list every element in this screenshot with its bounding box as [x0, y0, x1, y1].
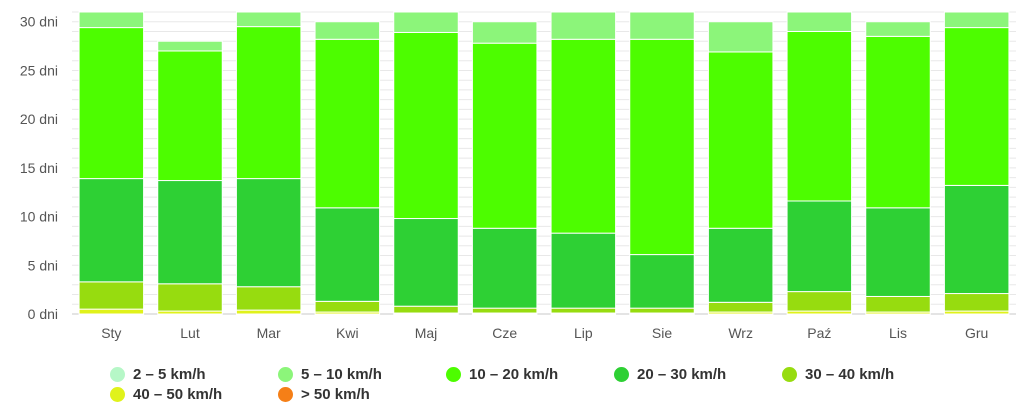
bar-segment[interactable]	[943, 184, 1010, 295]
bar-segment[interactable]	[943, 27, 1010, 186]
bar-segment[interactable]	[550, 11, 617, 40]
legend-swatch	[782, 367, 797, 382]
x-tick-label: Kwi	[336, 325, 359, 341]
bar-segment[interactable]	[943, 293, 1010, 312]
grid-lines	[72, 11, 1016, 315]
legend-label: 40 – 50 km/h	[133, 386, 223, 403]
bar-segment[interactable]	[865, 295, 931, 313]
bar-segment[interactable]	[707, 227, 774, 303]
chart-canvas: 0 dni 5 dni 10 dni 15 dni 20 dni 25 dni 30 dni…	[20, 11, 1016, 341]
legend-label: 2 – 5 km/h	[133, 366, 206, 383]
bar-segment[interactable]	[707, 51, 774, 229]
legend-item[interactable]: 30 – 40 km/h	[782, 366, 894, 383]
bar-segment[interactable]	[629, 307, 695, 314]
bar-segment[interactable]	[707, 21, 774, 53]
legend-item[interactable]: > 50 km/h	[278, 386, 370, 403]
x-tick-label: Mar	[257, 325, 281, 341]
y-tick-label: 15 dni	[20, 160, 58, 176]
legend-item[interactable]: 40 – 50 km/h	[110, 386, 222, 403]
x-tick-label: Wrz	[728, 325, 753, 341]
legend-item[interactable]: 10 – 20 km/h	[446, 366, 558, 383]
bar-segment[interactable]	[471, 42, 538, 229]
bar-segment[interactable]	[393, 31, 459, 220]
bar-segment[interactable]	[629, 254, 695, 309]
legend-label: 10 – 20 km/h	[469, 366, 559, 383]
x-axis-ticks: Sty Lut Mar Kwi Maj Cze Lip Sie Wrz Paź Lis Gru	[101, 325, 988, 341]
x-tick-label: Maj	[415, 325, 438, 341]
legend-label: > 50 km/h	[301, 386, 370, 403]
x-tick-label: Cze	[492, 325, 517, 341]
legend-swatch	[110, 367, 125, 382]
legend-swatch	[278, 387, 293, 402]
legend-swatch	[446, 367, 461, 382]
legend-swatch	[614, 367, 629, 382]
bar-segment[interactable]	[78, 27, 145, 180]
bar-segment[interactable]	[393, 218, 459, 307]
x-tick-label: Sie	[652, 325, 672, 341]
bar-segment[interactable]	[157, 283, 223, 312]
bar-segment[interactable]	[235, 26, 302, 180]
bar-segment[interactable]	[78, 178, 145, 283]
y-tick-label: 5 dni	[28, 257, 58, 273]
x-tick-label: Paź	[807, 325, 831, 341]
bar-segment[interactable]	[707, 301, 774, 313]
y-tick-label: 25 dni	[20, 62, 58, 78]
bar-segment[interactable]	[786, 30, 853, 202]
bar-segment[interactable]	[314, 38, 381, 209]
bar-segment[interactable]	[786, 11, 853, 32]
bar-segment[interactable]	[550, 232, 617, 309]
bars	[78, 11, 1010, 315]
bar-segment[interactable]	[235, 11, 302, 28]
bar-segment[interactable]	[550, 38, 617, 234]
legend-item[interactable]: 20 – 30 km/h	[614, 366, 726, 383]
legend-label: 5 – 10 km/h	[301, 366, 382, 383]
y-tick-label: 20 dni	[20, 111, 58, 127]
bar-segment[interactable]	[550, 307, 617, 314]
bar-segment[interactable]	[157, 180, 223, 285]
bar-segment[interactable]	[943, 11, 1010, 29]
y-tick-label: 30 dni	[20, 14, 58, 30]
y-axis-ticks: 0 dni 5 dni 10 dni 15 dni 20 dni 25 dni 30 dni	[20, 14, 58, 322]
bar-segment[interactable]	[157, 50, 223, 182]
bar-segment[interactable]	[786, 200, 853, 293]
legend-swatch	[278, 367, 293, 382]
bar-segment[interactable]	[78, 281, 145, 310]
legend-label: 30 – 40 km/h	[805, 366, 895, 383]
legend-item[interactable]: 5 – 10 km/h	[278, 366, 382, 383]
bar-segment[interactable]	[786, 291, 853, 312]
chart-legend: 2 – 5 km/h 5 – 10 km/h 10 – 20 km/h 20 – 30…	[0, 362, 1024, 412]
y-tick-label: 0 dni	[28, 306, 58, 322]
x-tick-label: Sty	[101, 325, 121, 341]
bar-segment[interactable]	[865, 21, 931, 37]
bar-segment[interactable]	[78, 308, 145, 315]
bar-segment[interactable]	[629, 11, 695, 40]
bar-segment[interactable]	[865, 207, 931, 297]
bar-segment[interactable]	[78, 11, 145, 29]
x-tick-label: Lis	[889, 325, 907, 341]
bar-segment[interactable]	[865, 35, 931, 209]
bar-segment[interactable]	[314, 207, 381, 302]
bar-segment[interactable]	[314, 21, 381, 40]
bar-segment[interactable]	[471, 227, 538, 309]
bar-segment[interactable]	[235, 286, 302, 311]
bar-segment[interactable]	[235, 178, 302, 288]
legend-label: 20 – 30 km/h	[637, 366, 727, 383]
legend-swatch	[110, 387, 125, 402]
legend-item[interactable]: 2 – 5 km/h	[110, 366, 206, 383]
bar-segment[interactable]	[235, 309, 302, 315]
y-tick-label: 10 dni	[20, 209, 58, 225]
x-tick-label: Lut	[180, 325, 200, 341]
bar-segment[interactable]	[471, 307, 538, 314]
bar-segment[interactable]	[393, 305, 459, 314]
x-tick-label: Lip	[574, 325, 593, 341]
bar-segment[interactable]	[629, 38, 695, 256]
bar-segment[interactable]	[393, 11, 459, 33]
bar-segment[interactable]	[314, 300, 381, 313]
bar-segment[interactable]	[471, 21, 538, 44]
bar-segment[interactable]	[157, 40, 223, 52]
x-tick-label: Gru	[965, 325, 988, 341]
